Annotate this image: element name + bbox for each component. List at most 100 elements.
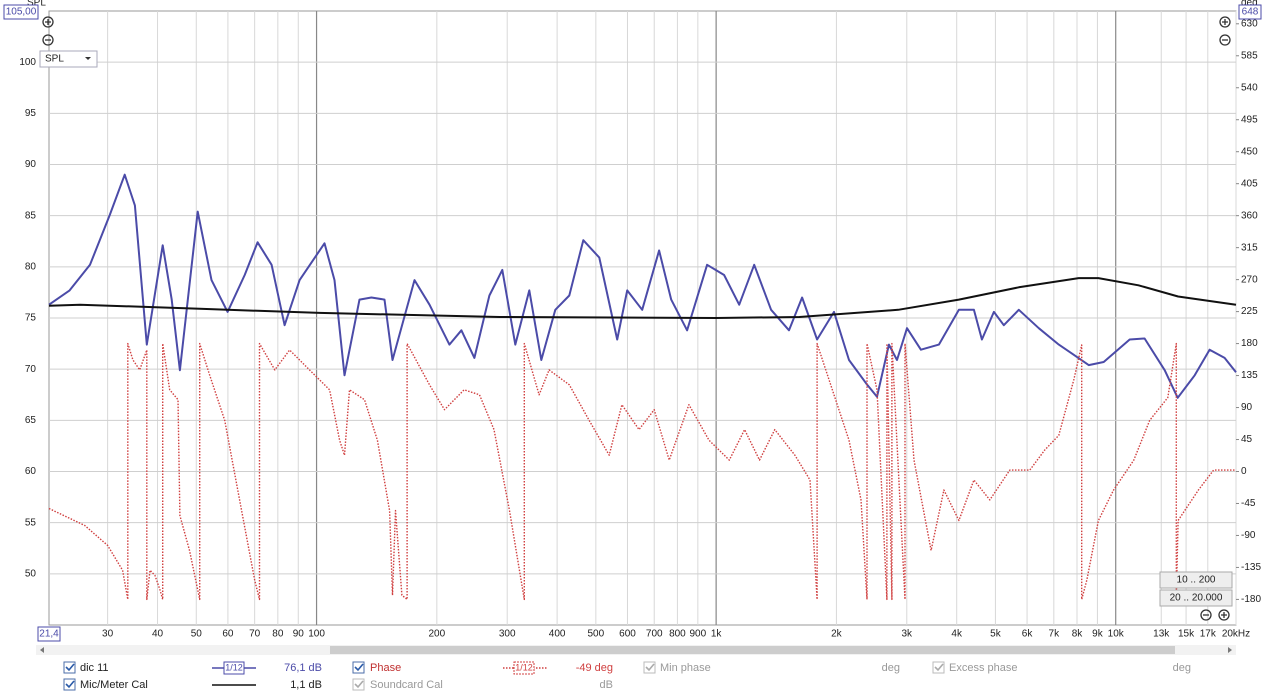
x-tick-label: 2k	[831, 629, 843, 640]
y-tick-label: 50	[25, 568, 37, 579]
x-min-value: 21,4	[39, 629, 59, 640]
x-min-box[interactable]	[37, 626, 61, 642]
y-tick-label: 80	[25, 261, 37, 272]
y-tick-label: 60	[25, 466, 37, 477]
y2-max-value: 648	[1242, 7, 1259, 18]
y-tick-label: 100	[19, 57, 36, 68]
graph-select[interactable]	[39, 50, 98, 68]
y-max-box[interactable]	[3, 4, 39, 20]
x-tick-label: 1k	[711, 629, 723, 640]
range-button[interactable]	[1159, 571, 1233, 589]
legend-name: Min phase	[660, 662, 711, 674]
dropdown-arrow	[85, 57, 91, 60]
legend-panel	[0, 658, 1280, 693]
y2-tick-label: 225	[1241, 306, 1258, 317]
x-tick-label: 8k	[1072, 629, 1084, 640]
y-tick-label: 85	[25, 210, 37, 221]
y2-tick-label: 450	[1241, 146, 1258, 157]
curves	[48, 173, 1237, 601]
x-tick-label: 15k	[1178, 629, 1195, 640]
y2-tick-label: 45	[1241, 434, 1253, 445]
x-tick-label: 300	[499, 629, 516, 640]
y2-tick-label: -180	[1241, 594, 1261, 605]
y-tick-label: 65	[25, 415, 37, 426]
y2-tick-label: 90	[1241, 402, 1253, 413]
x-tick-label: 600	[619, 629, 636, 640]
x-tick-label: 13k	[1153, 629, 1170, 640]
y2-tick-label: 315	[1241, 242, 1258, 253]
y2-tick-label: 270	[1241, 274, 1258, 285]
graph-select-value: SPL	[45, 54, 64, 65]
legend-name: Mic/Meter Cal	[80, 679, 148, 691]
x-tick-label: 3k	[902, 629, 914, 640]
x-tick-label: 30	[102, 629, 114, 640]
x-tick-label: 200	[428, 629, 445, 640]
y-tick-label: 55	[25, 517, 37, 528]
y2-tick-label: -90	[1241, 530, 1256, 541]
x-tick-label: 17k	[1200, 629, 1217, 640]
y2-tick-label: 360	[1241, 210, 1258, 221]
range-button-label: 10 .. 200	[1177, 575, 1216, 586]
zoom-buttons[interactable]	[42, 16, 1231, 621]
y-max-value: 105,00	[6, 7, 37, 18]
smoothing-label: 1/12	[225, 662, 243, 672]
legend-name: Soundcard Cal	[370, 679, 443, 691]
y-tick-label: 70	[25, 364, 37, 375]
y2-tick-label: 135	[1241, 370, 1258, 381]
smoothing-label: 1/12	[515, 662, 533, 672]
y-tick-label: 90	[25, 159, 37, 170]
y2-tick-label: 540	[1241, 82, 1258, 93]
x-tick-label: 80	[272, 629, 284, 640]
x-tick-label: 50	[191, 629, 203, 640]
series-line	[48, 277, 1237, 319]
range-button[interactable]	[1159, 589, 1233, 607]
legend-name: Phase	[370, 662, 401, 674]
series-line	[48, 342, 1236, 601]
y2-tick-label: -45	[1241, 498, 1256, 509]
spl-axis-label: SPL	[27, 0, 46, 9]
spl-readout: 76,1 dB	[284, 662, 322, 674]
x-tick-label: 800	[669, 629, 686, 640]
x-tick-label: 90	[293, 629, 305, 640]
phase-readout: -49 deg	[576, 662, 613, 674]
y2-tick-label: 180	[1241, 338, 1258, 349]
unit: dB	[600, 679, 613, 691]
checkboxes[interactable]	[63, 661, 945, 691]
y2-tick-label: 585	[1241, 50, 1258, 61]
y2-tick-label: 630	[1241, 18, 1258, 29]
x-tick-label: 7k	[1049, 629, 1061, 640]
smoothing-box[interactable]	[223, 661, 245, 675]
series-line	[48, 173, 1237, 399]
x-tick-label: 20kHz	[1222, 629, 1250, 640]
range-button-label: 20 .. 20.000	[1170, 593, 1223, 604]
legend-name: Excess phase	[949, 662, 1017, 674]
y2-tick-label: 405	[1241, 178, 1258, 189]
y-tick-label: 95	[25, 108, 37, 119]
x-tick-label: 5k	[990, 629, 1002, 640]
x-tick-label: 900	[690, 629, 707, 640]
x-tick-label: 6k	[1022, 629, 1034, 640]
x-tick-label: 4k	[951, 629, 963, 640]
legend-name: dic 11	[80, 662, 109, 674]
scrollbar-thumb[interactable]	[330, 646, 1175, 654]
y2-tick-label: 0	[1241, 466, 1247, 477]
x-tick-label: 70	[249, 629, 261, 640]
x-tick-label: 400	[549, 629, 566, 640]
unit: deg	[1173, 662, 1191, 674]
x-tick-label: 60	[222, 629, 234, 640]
deg-axis-label: deg	[1241, 0, 1258, 9]
x-tick-label: 500	[588, 629, 605, 640]
y-tick-label: 75	[25, 313, 37, 324]
x-tick-label: 100	[308, 629, 325, 640]
x-tick-label: 40	[152, 629, 164, 640]
x-tick-label: 10k	[1108, 629, 1125, 640]
y2-tick-label: 495	[1241, 114, 1258, 125]
cal-readout: 1,1 dB	[290, 679, 322, 691]
smoothing-box[interactable]	[513, 661, 535, 675]
y2-max-box[interactable]	[1238, 4, 1262, 20]
x-tick-label: 700	[646, 629, 663, 640]
y2-tick-label: -135	[1241, 562, 1261, 573]
unit: deg	[882, 662, 900, 674]
